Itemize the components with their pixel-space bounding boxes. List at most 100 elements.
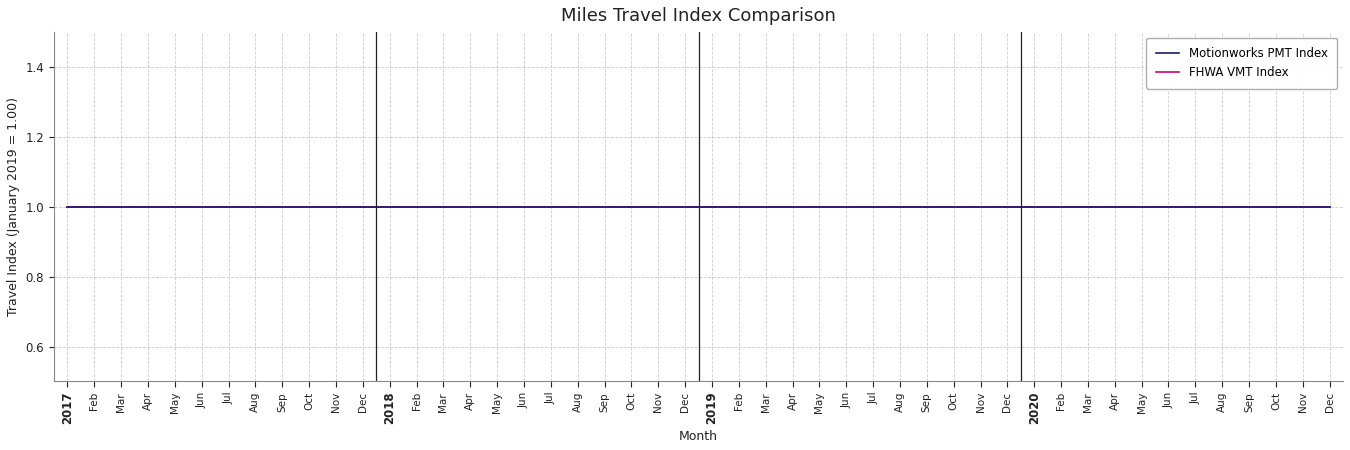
- FHWA VMT Index: [892, 204, 909, 209]
- FHWA VMT Index: [1080, 204, 1096, 209]
- Motionworks PMT Index: [1080, 204, 1096, 209]
- FHWA VMT Index: [1241, 204, 1257, 209]
- Motionworks PMT Index: [516, 204, 532, 209]
- Motionworks PMT Index: [1214, 204, 1230, 209]
- FHWA VMT Index: [355, 204, 371, 209]
- Motionworks PMT Index: [462, 204, 478, 209]
- FHWA VMT Index: [220, 204, 236, 209]
- FHWA VMT Index: [676, 204, 693, 209]
- Motionworks PMT Index: [1322, 204, 1338, 209]
- FHWA VMT Index: [247, 204, 263, 209]
- Motionworks PMT Index: [1268, 204, 1284, 209]
- Title: Miles Travel Index Comparison: Miles Travel Index Comparison: [562, 7, 836, 25]
- FHWA VMT Index: [166, 204, 182, 209]
- Motionworks PMT Index: [193, 204, 209, 209]
- FHWA VMT Index: [703, 204, 720, 209]
- Motionworks PMT Index: [140, 204, 157, 209]
- Motionworks PMT Index: [1026, 204, 1042, 209]
- Motionworks PMT Index: [1053, 204, 1069, 209]
- FHWA VMT Index: [462, 204, 478, 209]
- FHWA VMT Index: [1187, 204, 1203, 209]
- Motionworks PMT Index: [892, 204, 909, 209]
- FHWA VMT Index: [784, 204, 801, 209]
- FHWA VMT Index: [570, 204, 586, 209]
- FHWA VMT Index: [328, 204, 344, 209]
- Motionworks PMT Index: [730, 204, 747, 209]
- FHWA VMT Index: [999, 204, 1015, 209]
- Motionworks PMT Index: [1134, 204, 1150, 209]
- Motionworks PMT Index: [113, 204, 130, 209]
- FHWA VMT Index: [919, 204, 936, 209]
- Motionworks PMT Index: [409, 204, 425, 209]
- Motionworks PMT Index: [811, 204, 828, 209]
- Motionworks PMT Index: [838, 204, 855, 209]
- Motionworks PMT Index: [543, 204, 559, 209]
- FHWA VMT Index: [730, 204, 747, 209]
- Motionworks PMT Index: [355, 204, 371, 209]
- FHWA VMT Index: [409, 204, 425, 209]
- Legend: Motionworks PMT Index, FHWA VMT Index: Motionworks PMT Index, FHWA VMT Index: [1146, 38, 1336, 89]
- Motionworks PMT Index: [489, 204, 505, 209]
- Motionworks PMT Index: [301, 204, 317, 209]
- Motionworks PMT Index: [274, 204, 290, 209]
- FHWA VMT Index: [865, 204, 882, 209]
- Motionworks PMT Index: [1187, 204, 1203, 209]
- FHWA VMT Index: [972, 204, 988, 209]
- FHWA VMT Index: [59, 204, 76, 209]
- Motionworks PMT Index: [570, 204, 586, 209]
- Motionworks PMT Index: [247, 204, 263, 209]
- FHWA VMT Index: [113, 204, 130, 209]
- Motionworks PMT Index: [972, 204, 988, 209]
- FHWA VMT Index: [1107, 204, 1123, 209]
- FHWA VMT Index: [1026, 204, 1042, 209]
- Motionworks PMT Index: [999, 204, 1015, 209]
- FHWA VMT Index: [1268, 204, 1284, 209]
- Motionworks PMT Index: [757, 204, 774, 209]
- FHWA VMT Index: [1322, 204, 1338, 209]
- FHWA VMT Index: [757, 204, 774, 209]
- Motionworks PMT Index: [166, 204, 182, 209]
- FHWA VMT Index: [1161, 204, 1177, 209]
- X-axis label: Month: Month: [679, 430, 718, 443]
- FHWA VMT Index: [651, 204, 667, 209]
- Motionworks PMT Index: [624, 204, 640, 209]
- Motionworks PMT Index: [703, 204, 720, 209]
- FHWA VMT Index: [543, 204, 559, 209]
- Motionworks PMT Index: [945, 204, 961, 209]
- Motionworks PMT Index: [865, 204, 882, 209]
- FHWA VMT Index: [1295, 204, 1311, 209]
- FHWA VMT Index: [382, 204, 398, 209]
- Motionworks PMT Index: [86, 204, 103, 209]
- Motionworks PMT Index: [435, 204, 451, 209]
- FHWA VMT Index: [193, 204, 209, 209]
- Motionworks PMT Index: [220, 204, 236, 209]
- Motionworks PMT Index: [784, 204, 801, 209]
- Motionworks PMT Index: [1161, 204, 1177, 209]
- Motionworks PMT Index: [382, 204, 398, 209]
- Motionworks PMT Index: [1107, 204, 1123, 209]
- FHWA VMT Index: [140, 204, 157, 209]
- FHWA VMT Index: [301, 204, 317, 209]
- FHWA VMT Index: [945, 204, 961, 209]
- FHWA VMT Index: [274, 204, 290, 209]
- Motionworks PMT Index: [1295, 204, 1311, 209]
- FHWA VMT Index: [1214, 204, 1230, 209]
- Motionworks PMT Index: [919, 204, 936, 209]
- Motionworks PMT Index: [676, 204, 693, 209]
- Motionworks PMT Index: [59, 204, 76, 209]
- Motionworks PMT Index: [597, 204, 613, 209]
- Motionworks PMT Index: [328, 204, 344, 209]
- FHWA VMT Index: [838, 204, 855, 209]
- FHWA VMT Index: [86, 204, 103, 209]
- FHWA VMT Index: [597, 204, 613, 209]
- Y-axis label: Travel Index (January 2019 = 1.00): Travel Index (January 2019 = 1.00): [7, 97, 20, 316]
- FHWA VMT Index: [516, 204, 532, 209]
- Motionworks PMT Index: [651, 204, 667, 209]
- FHWA VMT Index: [1053, 204, 1069, 209]
- FHWA VMT Index: [811, 204, 828, 209]
- FHWA VMT Index: [1134, 204, 1150, 209]
- FHWA VMT Index: [435, 204, 451, 209]
- FHWA VMT Index: [624, 204, 640, 209]
- FHWA VMT Index: [489, 204, 505, 209]
- Motionworks PMT Index: [1241, 204, 1257, 209]
